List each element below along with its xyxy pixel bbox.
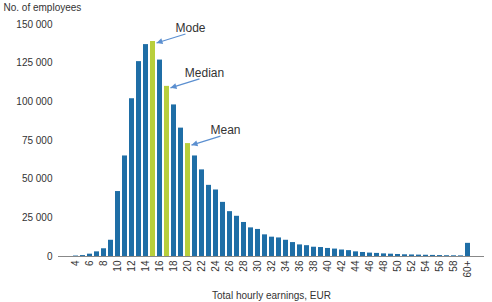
svg-text:28: 28 <box>238 260 249 272</box>
svg-text:6: 6 <box>84 260 95 266</box>
svg-text:100 000: 100 000 <box>16 96 53 107</box>
svg-text:22: 22 <box>196 260 207 272</box>
svg-text:36: 36 <box>294 260 305 272</box>
svg-text:25 000: 25 000 <box>22 212 53 223</box>
svg-text:52: 52 <box>406 260 417 272</box>
svg-text:50: 50 <box>392 260 403 272</box>
svg-text:50 000: 50 000 <box>22 173 53 184</box>
svg-text:56: 56 <box>434 260 445 272</box>
svg-text:54: 54 <box>420 260 431 272</box>
svg-text:Median: Median <box>185 66 224 80</box>
svg-text:125 000: 125 000 <box>16 57 53 68</box>
svg-text:Mean: Mean <box>210 123 240 137</box>
svg-text:24: 24 <box>210 260 221 272</box>
svg-text:8: 8 <box>98 260 109 266</box>
svg-text:4: 4 <box>70 260 81 266</box>
svg-text:0: 0 <box>47 251 53 262</box>
svg-text:18: 18 <box>168 260 179 272</box>
svg-text:16: 16 <box>154 260 165 272</box>
svg-text:26: 26 <box>224 260 235 272</box>
svg-text:44: 44 <box>350 260 361 272</box>
svg-text:No. of employees: No. of employees <box>4 2 82 13</box>
svg-text:46: 46 <box>364 260 375 272</box>
svg-text:30: 30 <box>252 260 263 272</box>
svg-text:Mode: Mode <box>175 21 205 35</box>
svg-text:10: 10 <box>112 260 123 272</box>
svg-text:60+: 60+ <box>462 260 473 277</box>
svg-text:38: 38 <box>308 260 319 272</box>
svg-text:48: 48 <box>378 260 389 272</box>
svg-text:14: 14 <box>140 260 151 272</box>
svg-text:34: 34 <box>280 260 291 272</box>
svg-text:32: 32 <box>266 260 277 272</box>
svg-text:58: 58 <box>448 260 459 272</box>
svg-text:12: 12 <box>126 260 137 272</box>
svg-text:42: 42 <box>336 260 347 272</box>
svg-text:Total hourly earnings, EUR: Total hourly earnings, EUR <box>212 290 331 301</box>
svg-text:40: 40 <box>322 260 333 272</box>
svg-text:150 000: 150 000 <box>16 19 53 30</box>
svg-text:20: 20 <box>182 260 193 272</box>
svg-text:75 000: 75 000 <box>22 135 53 146</box>
